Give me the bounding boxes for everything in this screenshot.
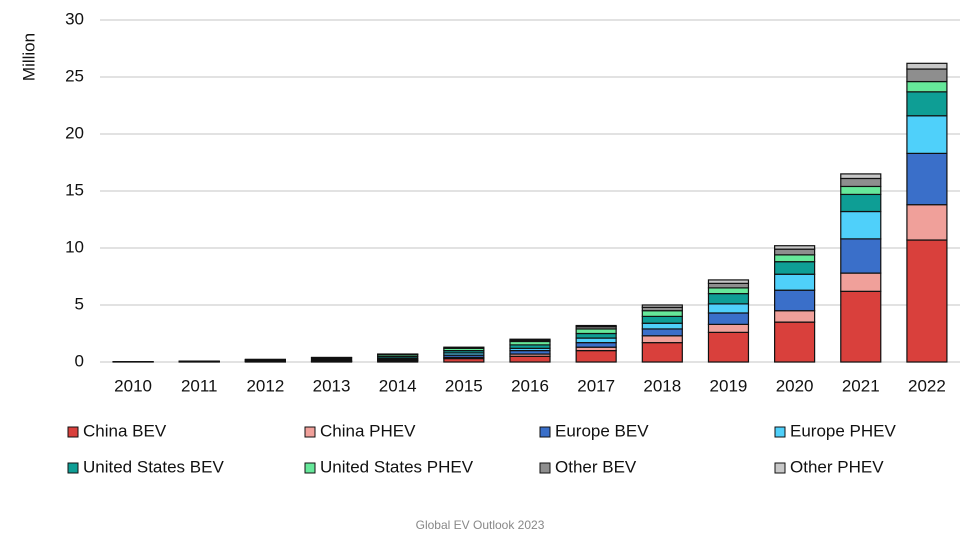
y-tick-label: 15	[65, 180, 84, 199]
x-tick-label: 2019	[710, 376, 748, 395]
bar-segment	[575, 337, 617, 344]
x-tick-label: 2016	[511, 376, 549, 395]
x-tick-label: 2013	[313, 376, 351, 395]
y-tick-label: 0	[75, 351, 84, 370]
bar-segment	[641, 342, 683, 363]
bar-segment	[707, 303, 750, 314]
bar-segment	[509, 338, 551, 341]
legend-swatch	[539, 462, 551, 474]
bar-segment	[641, 304, 683, 308]
bar-segment	[906, 62, 948, 70]
bar-segment	[575, 332, 617, 339]
bar-segment	[707, 287, 750, 295]
bar-segment	[641, 335, 683, 344]
y-axis-label: Million	[19, 33, 38, 81]
x-tick-label: 2015	[445, 376, 483, 395]
y-tick-label: 5	[75, 294, 84, 313]
bar-segment	[774, 254, 816, 263]
legend-swatch	[304, 426, 316, 438]
bar-segment	[774, 245, 816, 250]
bar-segment	[707, 279, 750, 284]
bar-segment	[840, 238, 882, 274]
legend-label: Europe PHEV	[790, 421, 896, 440]
bar-segment	[774, 273, 816, 291]
bar-segment	[906, 68, 948, 83]
legend-label: China PHEV	[320, 421, 416, 440]
bar-segment	[641, 315, 683, 324]
legend-label: United States PHEV	[320, 457, 474, 476]
bar-segment	[774, 248, 816, 256]
x-tick-label: 2017	[577, 376, 615, 395]
x-tick-label: 2014	[379, 376, 417, 395]
bar-segment	[575, 328, 617, 335]
y-tick-label: 10	[65, 237, 84, 256]
x-tick-label: 2010	[114, 376, 152, 395]
source: Global EV Outlook 2023	[416, 518, 545, 532]
bar-segment	[906, 204, 948, 241]
bar-segment	[774, 321, 816, 363]
bar-segment	[906, 115, 948, 154]
x-tick-label: 2020	[776, 376, 814, 395]
legend-swatch	[774, 462, 786, 474]
legend-label: Other PHEV	[790, 457, 884, 476]
bar-segment	[707, 293, 750, 305]
bar-segment	[774, 261, 816, 275]
bar-segment	[906, 152, 948, 206]
bar-segment	[840, 272, 882, 292]
bar-segment	[707, 312, 750, 325]
bar-segment	[707, 323, 750, 333]
y-tick-label: 25	[65, 66, 84, 85]
bar-segment	[707, 282, 750, 289]
legend-label: United States BEV	[83, 457, 224, 476]
legend-swatch	[67, 426, 79, 438]
bar-segment	[906, 91, 948, 117]
x-tick-label: 2018	[643, 376, 681, 395]
bar-segment	[840, 290, 882, 363]
legend-swatch	[67, 462, 79, 474]
y-tick-label: 30	[65, 9, 84, 28]
bar-segment	[641, 322, 683, 330]
x-tick-label: 2012	[246, 376, 284, 395]
bar-segment	[840, 173, 882, 180]
legend-label: China BEV	[83, 421, 167, 440]
bar-segment	[575, 350, 617, 363]
legend-swatch	[774, 426, 786, 438]
legend-label: Other BEV	[555, 457, 637, 476]
bar-segment	[641, 328, 683, 337]
bar-segment	[443, 346, 485, 349]
x-tick-label: 2022	[908, 376, 946, 395]
bar-segment	[575, 342, 617, 348]
bar-segment	[906, 239, 948, 363]
x-tick-label: 2011	[181, 376, 218, 395]
bar-segment	[840, 177, 882, 188]
bar-segment	[707, 331, 750, 363]
bar-segment	[840, 193, 882, 213]
legend-swatch	[539, 426, 551, 438]
bar-segment	[774, 310, 816, 323]
bar-segment	[840, 185, 882, 196]
y-tick-label: 20	[65, 123, 84, 142]
x-tick-label: 2021	[842, 376, 880, 395]
legend-label: Europe BEV	[555, 421, 649, 440]
bar-segment	[774, 289, 816, 312]
bar-segment	[906, 80, 948, 93]
bar-segment	[840, 210, 882, 240]
bar-segment	[509, 355, 551, 363]
legend-swatch	[304, 462, 316, 474]
bar-segment	[641, 310, 683, 318]
bar-segment	[575, 324, 617, 328]
